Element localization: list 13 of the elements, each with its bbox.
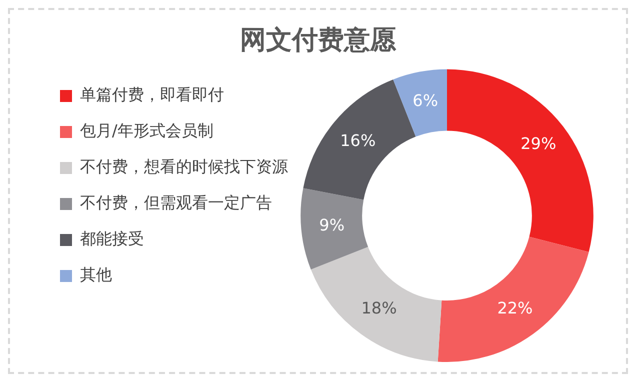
data-label: 6% — [412, 91, 438, 110]
data-label: 9% — [319, 216, 345, 235]
data-label: 16% — [340, 131, 376, 150]
legend-label: 不付费，想看的时候找下资源 — [80, 157, 288, 176]
data-label: 22% — [497, 298, 533, 318]
legend-label: 都能接受 — [80, 229, 144, 248]
data-label: 29% — [520, 134, 556, 153]
data-label: 18% — [361, 298, 397, 318]
chart-title: 网文付费意愿 — [240, 25, 397, 56]
legend-label: 不付费，但需观看一定广告 — [80, 193, 272, 212]
legend-label: 单篇付费，即看即付 — [80, 85, 224, 104]
legend-label: 包月/年形式会员制 — [80, 121, 214, 140]
legend-label: 其他 — [80, 265, 112, 284]
